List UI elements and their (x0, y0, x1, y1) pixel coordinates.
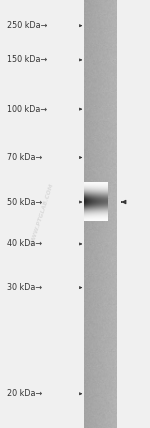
Text: WWW.PTGLAB.COM: WWW.PTGLAB.COM (30, 182, 54, 246)
Text: 150 kDa→: 150 kDa→ (7, 55, 47, 65)
Text: 40 kDa→: 40 kDa→ (7, 239, 42, 249)
Text: 50 kDa→: 50 kDa→ (7, 197, 42, 207)
Text: 250 kDa→: 250 kDa→ (7, 21, 47, 30)
Text: 30 kDa→: 30 kDa→ (7, 283, 42, 292)
Text: 70 kDa→: 70 kDa→ (7, 153, 42, 162)
Text: 100 kDa→: 100 kDa→ (7, 104, 47, 114)
Text: 20 kDa→: 20 kDa→ (7, 389, 42, 398)
